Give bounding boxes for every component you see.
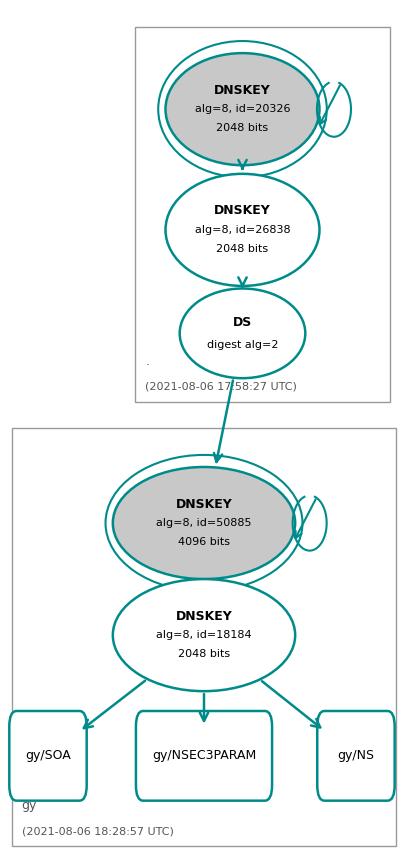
Text: gy/NS: gy/NS [337, 749, 375, 762]
Text: gy/NSEC3PARAM: gy/NSEC3PARAM [152, 749, 256, 762]
Text: alg=8, id=26838: alg=8, id=26838 [195, 225, 290, 235]
Text: alg=8, id=50885: alg=8, id=50885 [156, 518, 252, 528]
Text: .: . [145, 355, 149, 368]
Ellipse shape [180, 289, 305, 378]
FancyBboxPatch shape [9, 711, 86, 801]
Text: gy/SOA: gy/SOA [25, 749, 71, 762]
Ellipse shape [113, 579, 295, 691]
Text: digest alg=2: digest alg=2 [207, 340, 278, 349]
FancyBboxPatch shape [11, 428, 397, 846]
FancyBboxPatch shape [136, 711, 272, 801]
Ellipse shape [166, 174, 319, 286]
Text: DNSKEY: DNSKEY [214, 204, 271, 217]
Text: 2048 bits: 2048 bits [216, 244, 268, 253]
Ellipse shape [113, 467, 295, 579]
Text: DNSKEY: DNSKEY [214, 84, 271, 97]
Text: (2021-08-06 18:28:57 UTC): (2021-08-06 18:28:57 UTC) [22, 826, 173, 836]
Text: 4096 bits: 4096 bits [178, 537, 230, 547]
FancyBboxPatch shape [135, 28, 390, 402]
Text: DNSKEY: DNSKEY [175, 497, 233, 510]
Text: 2048 bits: 2048 bits [216, 123, 268, 133]
Text: alg=8, id=18184: alg=8, id=18184 [156, 630, 252, 640]
Text: (2021-08-06 17:58:27 UTC): (2021-08-06 17:58:27 UTC) [145, 382, 297, 392]
Text: gy: gy [22, 799, 37, 812]
Ellipse shape [166, 53, 319, 165]
Text: DNSKEY: DNSKEY [175, 610, 233, 623]
Text: DS: DS [233, 316, 252, 329]
Text: 2048 bits: 2048 bits [178, 649, 230, 659]
FancyBboxPatch shape [317, 711, 395, 801]
Text: alg=8, id=20326: alg=8, id=20326 [195, 104, 290, 114]
